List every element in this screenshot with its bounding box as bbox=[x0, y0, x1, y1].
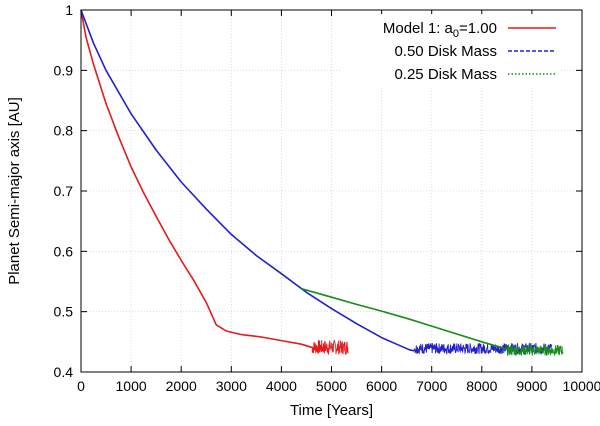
x-tick-label: 8000 bbox=[466, 378, 497, 394]
y-tick-label: 0.4 bbox=[54, 364, 74, 380]
x-tick-label: 1000 bbox=[116, 378, 147, 394]
legend-label-series-1: Model 1: a0=1.00 bbox=[383, 20, 497, 40]
legend: Model 1: a0=1.00 0.50 Disk Mass 0.25 Dis… bbox=[340, 14, 560, 86]
series-line-1 bbox=[80, 9, 312, 349]
x-tick-label: 3000 bbox=[216, 378, 247, 394]
x-tick-label: 9000 bbox=[516, 378, 547, 394]
y-tick-label: 0.8 bbox=[54, 123, 74, 139]
y-tick-label: 0.6 bbox=[54, 243, 74, 259]
x-tick-label: 2000 bbox=[166, 378, 197, 394]
series-line-2 bbox=[80, 9, 415, 352]
plot-frame bbox=[80, 9, 583, 373]
y-tick-label: 0.5 bbox=[54, 304, 74, 320]
x-axis-title: Time [Years] bbox=[290, 402, 373, 419]
y-axis-title: Planet Semi-major axis [AU] bbox=[6, 97, 23, 285]
x-tick-label: 5000 bbox=[316, 378, 347, 394]
ticks: 0 1000 2000 3000 4000 5000 6000 7000 8000 9000 100… bbox=[54, 2, 600, 394]
x-tick-label: 0 bbox=[77, 378, 85, 394]
series-lines bbox=[80, 9, 564, 356]
y-tick-label: 1 bbox=[65, 2, 73, 18]
legend-label-series-2: 0.50 Disk Mass bbox=[394, 43, 497, 60]
y-tick-label: 0.9 bbox=[54, 62, 74, 78]
series-noise-1 bbox=[311, 339, 349, 356]
x-tick-label: 10000 bbox=[563, 378, 600, 394]
y-tick-label: 0.7 bbox=[54, 183, 74, 199]
legend-label-series-3: 0.25 Disk Mass bbox=[394, 66, 497, 83]
series-line-3 bbox=[301, 287, 508, 350]
series-noise-3 bbox=[506, 344, 564, 356]
series-noise-2 bbox=[413, 342, 553, 355]
x-tick-label: 6000 bbox=[366, 378, 397, 394]
x-tick-label: 4000 bbox=[266, 378, 297, 394]
x-tick-label: 7000 bbox=[416, 378, 447, 394]
